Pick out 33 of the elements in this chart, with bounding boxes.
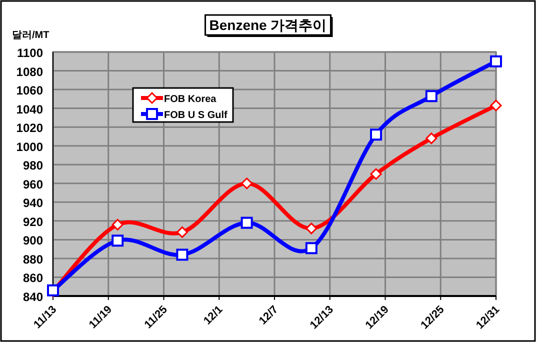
- point: [490, 100, 502, 112]
- y-tick-label: 840: [22, 290, 44, 304]
- point: [370, 128, 382, 141]
- point: [176, 248, 188, 261]
- y-tick-label: 1000: [16, 140, 44, 154]
- y-tick-label: 860: [22, 271, 44, 286]
- chart-title: Benzene 가격추이: [209, 17, 327, 33]
- point: [241, 178, 253, 190]
- point: [426, 132, 438, 144]
- y-tick-label: 1020: [16, 121, 44, 136]
- point: [176, 226, 188, 238]
- legend-label: FOB Korea: [164, 94, 217, 105]
- y-tick-label: 1100: [16, 46, 44, 60]
- point: [240, 216, 253, 229]
- y-tick-label: 940: [22, 196, 44, 210]
- point: [425, 90, 438, 102]
- y-tick-label: 920: [22, 214, 44, 229]
- point: [305, 242, 318, 254]
- y-tick-label: 880: [22, 252, 44, 266]
- y-tick-label: 1080: [16, 64, 44, 79]
- y-tick-label: 1060: [16, 84, 44, 98]
- y-tick-label: 960: [22, 177, 44, 192]
- point: [112, 218, 124, 230]
- y-axis-title: 달러/MT: [12, 30, 50, 41]
- point: [112, 234, 124, 247]
- point: [306, 222, 318, 234]
- point: [490, 55, 502, 68]
- point: [370, 168, 382, 180]
- y-tick-label: 900: [22, 234, 44, 248]
- legend-label: FOB U S Gulf: [164, 110, 228, 121]
- x-tick-label: 12/1: [202, 304, 226, 328]
- y-tick-label: 1040: [16, 102, 44, 116]
- y-tick-label: 980: [22, 158, 44, 173]
